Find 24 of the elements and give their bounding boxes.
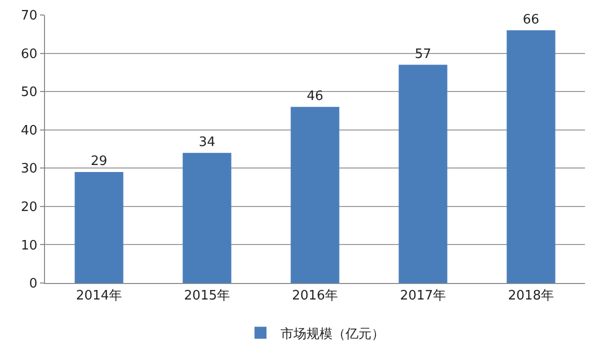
data-label: 29 [90, 154, 108, 169]
x-tick-label: 2017年 [400, 288, 446, 304]
y-tick-label: 0 [29, 276, 38, 292]
y-tick-label: 40 [20, 123, 38, 138]
x-tick-label: 2018年 [508, 288, 554, 304]
y-tick-label: 50 [20, 85, 38, 100]
legend-label: 市场规模（亿元） [280, 326, 384, 342]
bar [290, 106, 340, 283]
bar [182, 152, 232, 283]
bar [506, 30, 556, 283]
data-label: 66 [522, 12, 540, 28]
data-label: 34 [198, 134, 216, 150]
y-tick-label: 30 [20, 162, 38, 177]
bar [398, 64, 448, 283]
x-tick-label: 2015年 [184, 288, 230, 304]
y-tick-label: 70 [20, 8, 38, 24]
y-tick-label: 60 [20, 46, 38, 62]
x-tick-label: 2014年 [76, 288, 122, 304]
x-tick-label: 2016年 [292, 288, 338, 304]
bar [74, 172, 124, 283]
y-tick-label: 10 [20, 238, 38, 254]
data-label: 57 [414, 46, 432, 62]
y-tick-label: 20 [20, 200, 38, 215]
data-label: 46 [306, 88, 324, 104]
